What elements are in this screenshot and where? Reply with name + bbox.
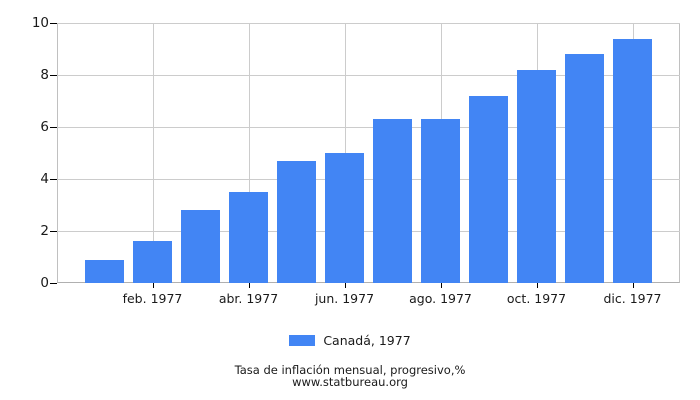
y-axis-label: 0 — [40, 275, 49, 291]
x-axis-tick — [344, 283, 346, 288]
gridline-vertical — [248, 23, 250, 283]
x-axis-label: dic. 1977 — [603, 291, 662, 306]
y-axis-label: 10 — [31, 15, 49, 31]
x-axis-tick — [248, 283, 250, 288]
chart-footer: Tasa de inflación mensual, progresivo,% … — [0, 364, 700, 388]
y-axis-tick — [50, 283, 57, 284]
x-axis-label: abr. 1977 — [218, 291, 279, 306]
x-axis-tick — [440, 283, 442, 288]
y-axis-label: 6 — [40, 119, 49, 135]
bar — [373, 119, 412, 283]
y-axis-tick — [50, 75, 57, 76]
legend-label: Canadá, 1977 — [323, 333, 411, 348]
y-axis-tick — [50, 231, 57, 232]
gridline-horizontal — [57, 231, 680, 232]
y-axis-label: 2 — [40, 223, 49, 239]
plot-area — [57, 23, 680, 283]
gridline-horizontal — [57, 127, 680, 128]
x-axis-label: jun. 1977 — [314, 291, 375, 306]
bar — [229, 192, 268, 283]
bar — [181, 210, 220, 283]
y-axis-tick — [50, 127, 57, 128]
bar — [565, 54, 604, 283]
chart-legend: Canadá, 1977 — [0, 333, 700, 348]
gridline-horizontal — [57, 179, 680, 180]
bar — [517, 69, 556, 283]
x-axis-tick — [632, 283, 634, 288]
chart-title: Tasa de inflación mensual, progresivo,% — [234, 363, 466, 377]
x-axis-label: oct. 1977 — [506, 291, 567, 306]
bar — [277, 160, 316, 283]
y-axis-label: 4 — [40, 171, 49, 187]
bar — [133, 241, 172, 283]
y-axis-tick — [50, 179, 57, 180]
y-axis-tick — [50, 23, 57, 24]
bar — [469, 95, 508, 283]
chart-source: www.statbureau.org — [292, 375, 408, 389]
bar — [421, 119, 460, 283]
bar — [325, 153, 364, 283]
x-axis-label: feb. 1977 — [122, 291, 183, 306]
bar — [613, 38, 652, 283]
bar — [85, 259, 124, 283]
x-axis-tick — [536, 283, 538, 288]
x-axis-label: ago. 1977 — [409, 291, 472, 306]
gridline-horizontal — [57, 23, 680, 24]
legend-swatch — [289, 335, 316, 346]
gridline-vertical — [152, 23, 154, 283]
y-axis-label: 8 — [40, 67, 49, 83]
gridline-horizontal — [57, 75, 680, 76]
x-axis-tick — [152, 283, 154, 288]
